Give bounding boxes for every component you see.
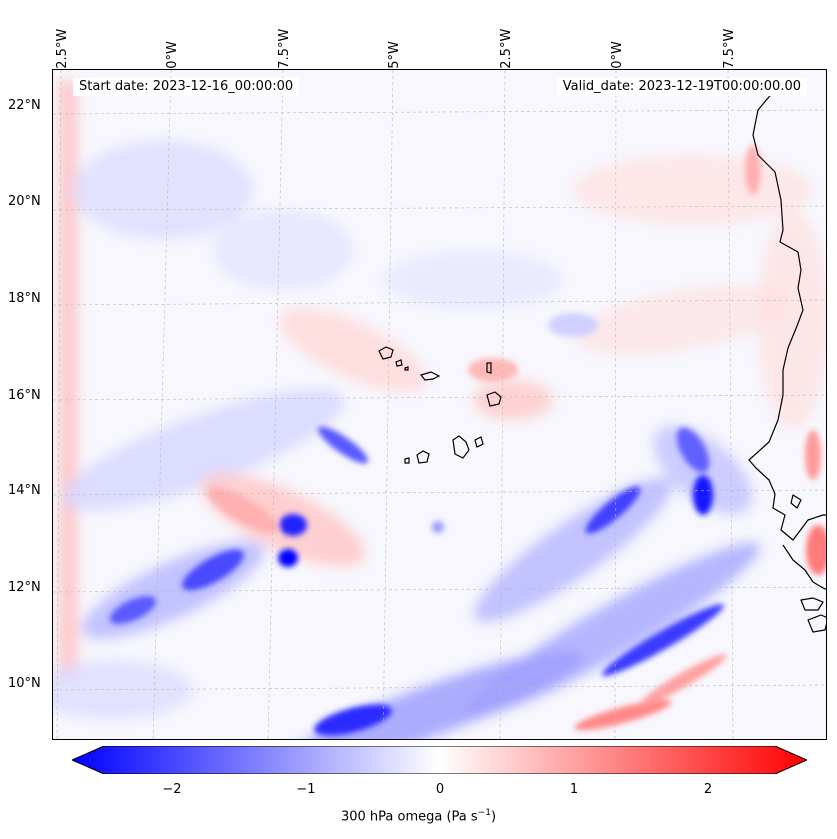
colorbar-tick-label: 2 [703,782,713,797]
lat-label-14n: 14°N [8,483,41,498]
island-santiago [452,435,470,459]
lat-label-16n: 16°N [8,388,41,403]
colorbar-tick-label: 1 [569,782,579,797]
island-boa-vista [486,391,502,407]
colorbar-label: 300 hPa omega (Pa s−1) [0,808,837,824]
island-santo-antao [378,346,394,360]
lat-label-20n: 20°N [8,194,41,209]
island-fogo [416,450,430,464]
island-maio [474,436,484,448]
lat-label-12n: 12°N [8,580,41,595]
colorbar-tick-label: −2 [162,782,182,797]
valid-date-label: Valid_date: 2023-12-19T00:00:00.00 [556,78,807,96]
lat-label-10n: 10°N [8,676,41,691]
map-panel [52,69,827,740]
colorbar [72,746,807,774]
island-sal [486,362,492,374]
lat-label-18n: 18°N [8,291,41,306]
colorbar-label-text: 300 hPa omega (Pa s [340,809,478,825]
omega-field-broad [53,70,826,739]
island-sao-nicolau [419,371,441,381]
cape-verde-islands [378,346,502,464]
coastline [748,81,826,633]
colorbar-label-exponent: −1 [477,808,491,818]
omega-field-map [53,70,826,739]
colorbar-label-close: ) [490,809,497,825]
island-brava [404,457,410,464]
island-sao-vicente [395,359,403,367]
start-date-label: Start date: 2023-12-16_00:00:00 [73,78,300,96]
colorbar-tick-label: 0 [435,782,445,797]
lat-label-22n: 22°N [8,98,41,113]
island-santa-luzia [404,366,409,371]
graticule [53,70,826,739]
colorbar-gradient [72,746,807,774]
omega-field-detail [109,145,826,736]
colorbar-tick-label: −1 [296,782,316,797]
